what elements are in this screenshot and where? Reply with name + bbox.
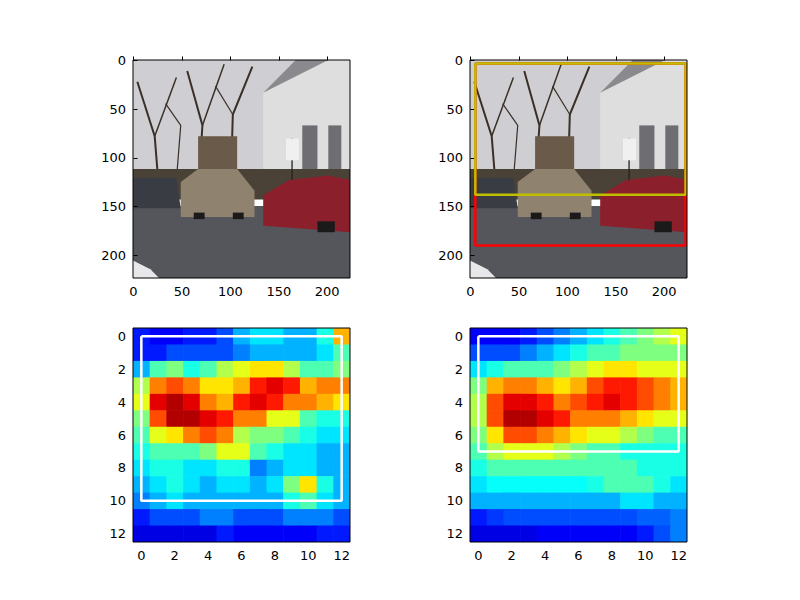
svg-text:150: 150 [603, 284, 628, 299]
svg-text:4: 4 [204, 548, 212, 563]
svg-text:150: 150 [438, 199, 463, 214]
svg-text:6: 6 [574, 548, 582, 563]
svg-text:200: 200 [315, 284, 340, 299]
svg-text:12: 12 [446, 526, 463, 541]
svg-text:8: 8 [118, 460, 126, 475]
svg-text:0: 0 [474, 548, 482, 563]
svg-text:0: 0 [466, 284, 474, 299]
svg-text:0: 0 [137, 548, 145, 563]
svg-text:10: 10 [637, 548, 654, 563]
svg-text:8: 8 [608, 548, 616, 563]
svg-text:0: 0 [118, 329, 126, 344]
svg-text:6: 6 [455, 428, 463, 443]
svg-text:8: 8 [271, 548, 279, 563]
svg-text:150: 150 [266, 284, 291, 299]
svg-text:10: 10 [109, 493, 126, 508]
svg-text:4: 4 [541, 548, 549, 563]
svg-text:6: 6 [118, 428, 126, 443]
svg-text:10: 10 [300, 548, 317, 563]
svg-text:2: 2 [455, 362, 463, 377]
svg-text:12: 12 [109, 526, 126, 541]
svg-text:12: 12 [670, 548, 687, 563]
svg-text:4: 4 [455, 395, 463, 410]
svg-text:50: 50 [511, 284, 528, 299]
svg-text:100: 100 [101, 150, 126, 165]
svg-text:150: 150 [101, 199, 126, 214]
svg-text:2: 2 [171, 548, 179, 563]
svg-text:200: 200 [438, 248, 463, 263]
svg-text:0: 0 [455, 329, 463, 344]
svg-text:2: 2 [118, 362, 126, 377]
svg-text:200: 200 [101, 248, 126, 263]
svg-text:100: 100 [555, 284, 580, 299]
svg-text:0: 0 [129, 284, 137, 299]
svg-text:12: 12 [333, 548, 350, 563]
svg-text:50: 50 [109, 102, 126, 117]
svg-text:50: 50 [174, 284, 191, 299]
svg-text:10: 10 [446, 493, 463, 508]
svg-text:100: 100 [438, 150, 463, 165]
svg-text:100: 100 [218, 284, 243, 299]
svg-text:50: 50 [446, 102, 463, 117]
svg-text:6: 6 [237, 548, 245, 563]
svg-text:2: 2 [508, 548, 516, 563]
svg-text:0: 0 [455, 53, 463, 68]
svg-text:200: 200 [652, 284, 677, 299]
svg-text:8: 8 [455, 460, 463, 475]
svg-text:0: 0 [118, 53, 126, 68]
svg-text:4: 4 [118, 395, 126, 410]
